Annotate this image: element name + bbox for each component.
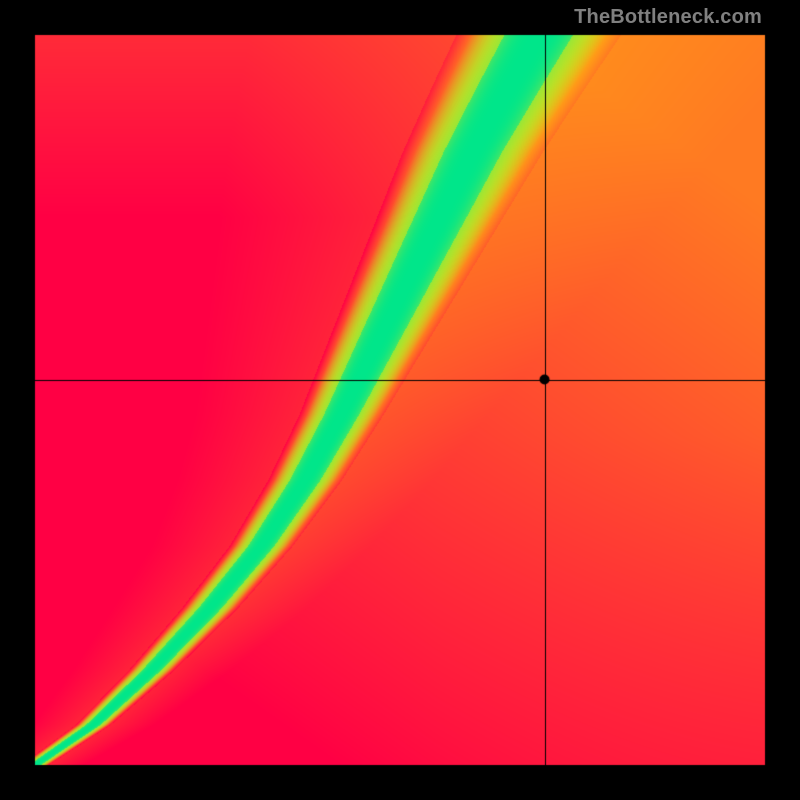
chart-container: { "watermark": "TheBottleneck.com", "can… (0, 0, 800, 800)
bottleneck-heatmap (0, 0, 800, 800)
watermark-text: TheBottleneck.com (574, 6, 762, 29)
